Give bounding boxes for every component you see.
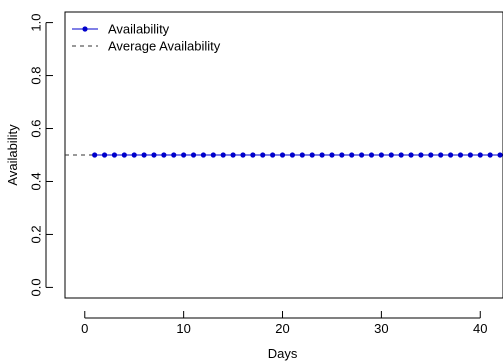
availability-point xyxy=(428,152,434,158)
availability-point xyxy=(329,152,335,158)
availability-point xyxy=(200,152,207,158)
availability-point xyxy=(339,152,345,158)
y-tick-label: 0.2 xyxy=(29,225,44,243)
x-axis-label: Days xyxy=(268,346,298,361)
availability-point xyxy=(171,152,177,158)
availability-point xyxy=(378,152,384,158)
legend-average-label: Average Availability xyxy=(108,39,221,54)
availability-point xyxy=(141,152,147,158)
availability-point xyxy=(230,152,236,158)
availability-point xyxy=(319,152,325,158)
availability-point xyxy=(220,152,226,158)
availability-point xyxy=(161,152,167,158)
y-tick-label: 0.0 xyxy=(29,278,44,296)
availability-point xyxy=(477,152,483,158)
availability-point xyxy=(418,152,424,158)
legend-availability-label: Availability xyxy=(108,22,170,37)
x-axis: 0 10 20 30 40 xyxy=(81,311,487,336)
availability-point xyxy=(388,152,394,158)
availability-point xyxy=(368,152,375,158)
availability-point xyxy=(270,152,276,158)
x-tick-label: 20 xyxy=(275,321,289,336)
availability-point xyxy=(121,152,127,158)
availability-point xyxy=(111,152,118,158)
availability-point xyxy=(250,152,256,158)
availability-point xyxy=(349,152,355,158)
availability-point xyxy=(279,152,286,158)
x-tick-label: 10 xyxy=(176,321,190,336)
availability-point xyxy=(497,152,503,158)
availability-point xyxy=(487,152,493,158)
legend: Availability Average Availability xyxy=(72,22,221,54)
availability-point xyxy=(467,152,473,158)
availability-point xyxy=(408,152,414,158)
y-tick-label: 1.0 xyxy=(29,14,44,32)
availability-point xyxy=(151,152,157,158)
availability-point xyxy=(131,152,137,158)
x-tick-label: 0 xyxy=(81,321,88,336)
y-axis-label: Availability xyxy=(5,124,20,186)
plot-area xyxy=(64,11,503,299)
availability-point xyxy=(101,152,108,158)
availability-point xyxy=(260,152,266,158)
y-axis: 0.0 0.2 0.4 0.6 0.8 1.0 xyxy=(29,14,53,296)
y-tick-label: 0.8 xyxy=(29,67,44,85)
availability-point xyxy=(299,152,305,158)
availability-point xyxy=(181,152,187,158)
availability-point xyxy=(190,152,197,158)
y-tick-label: 0.4 xyxy=(29,172,44,190)
availability-point xyxy=(457,152,464,158)
x-tick-label: 40 xyxy=(473,321,487,336)
availability-point xyxy=(210,152,216,158)
availability-point xyxy=(447,152,454,158)
y-tick-label: 0.6 xyxy=(29,119,44,137)
availability-point xyxy=(289,152,296,158)
x-tick-label: 30 xyxy=(374,321,388,336)
legend-availability-swatch-point xyxy=(82,26,88,32)
availability-point xyxy=(240,152,246,158)
availability-point xyxy=(359,152,365,158)
availability-point xyxy=(438,152,444,158)
availability-point xyxy=(309,152,315,158)
availability-point xyxy=(92,152,98,158)
availability-point xyxy=(398,152,404,158)
